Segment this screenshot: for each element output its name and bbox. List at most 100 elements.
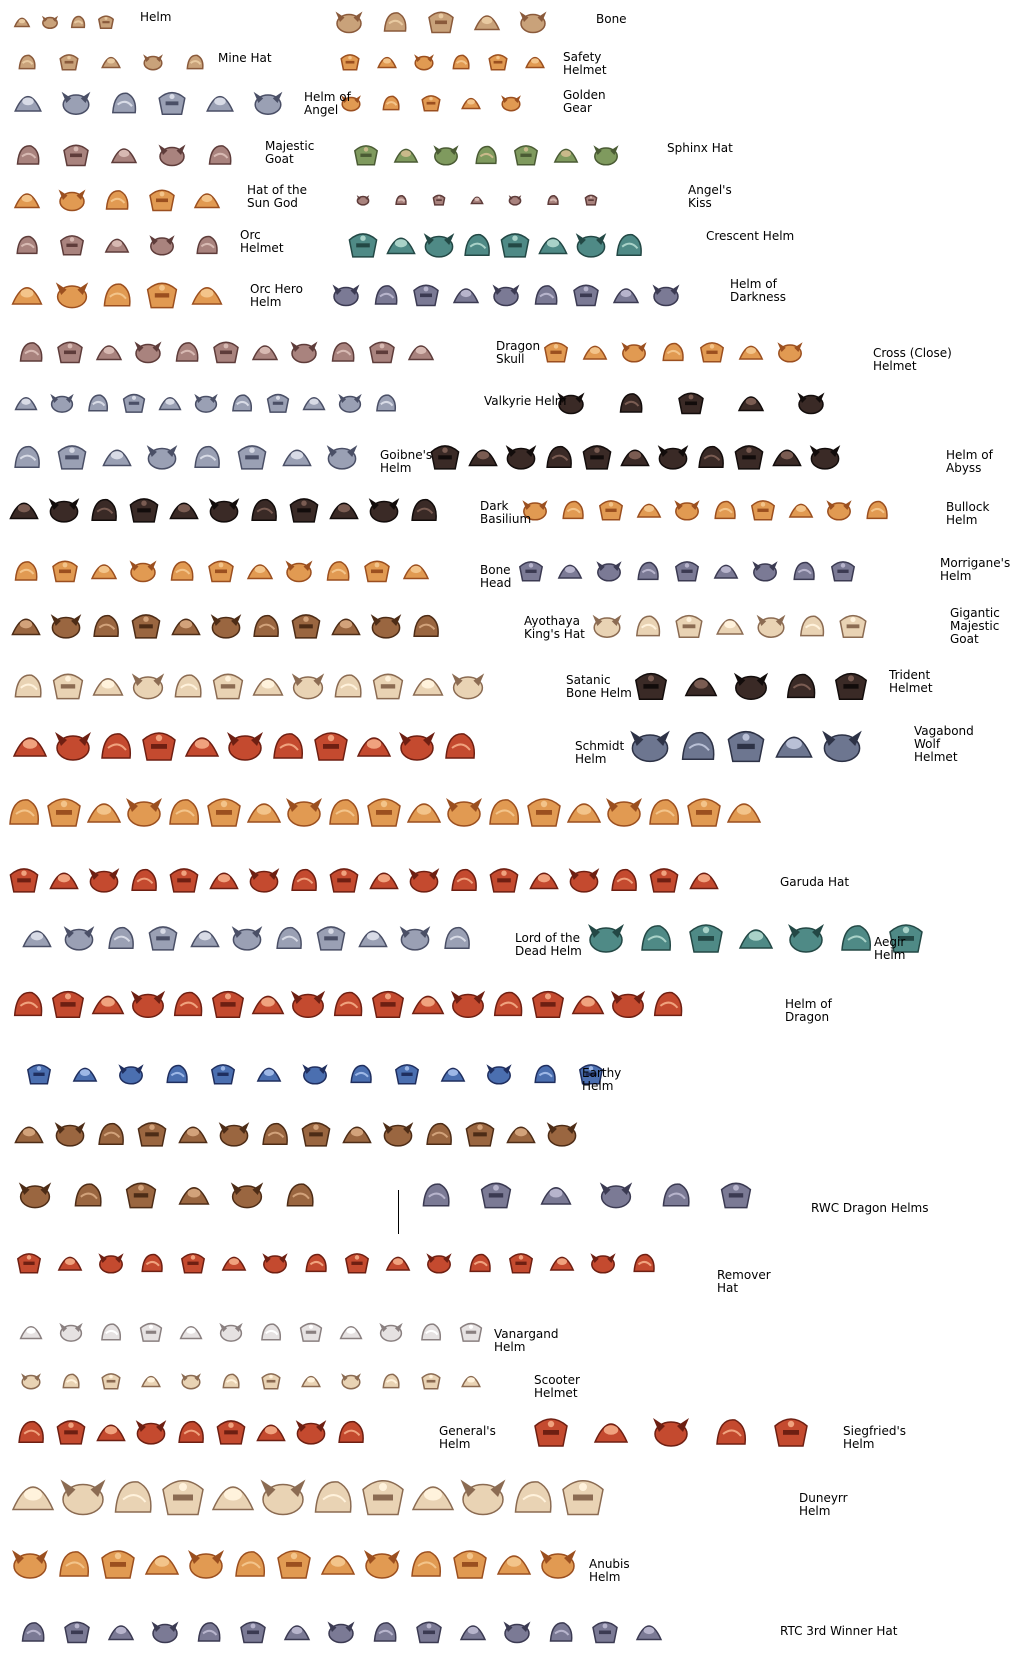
helm-sprite-icon (229, 1177, 265, 1218)
helm-sprite-icon (334, 1415, 368, 1454)
helm-sprite-icon (188, 921, 222, 960)
helm-sprite-icon (518, 7, 548, 42)
helm-sprite-icon (169, 609, 203, 648)
helm-sprite-icon (491, 280, 521, 315)
helm-sprite-icon (404, 792, 444, 837)
helm-sprite-icon (11, 556, 41, 591)
helm-sprite-icon (432, 193, 446, 212)
helm-sprite-icon (327, 493, 361, 532)
helm-sprite-icon (409, 985, 447, 1028)
helm-sprite-icon (447, 863, 481, 902)
helm-sprite-icon (673, 496, 701, 529)
helm-sprite-icon (340, 1117, 374, 1156)
helm-sprite-icon (49, 390, 75, 421)
helm-sprite-icon (108, 87, 140, 124)
helm-sprite-icon (682, 667, 720, 710)
helm-sprite-icon (651, 1412, 691, 1457)
helm-sprite-icon (628, 724, 672, 773)
helm-sprite-icon (13, 231, 41, 264)
helm-sprite-icon (364, 792, 404, 837)
helm-sprite-icon (334, 7, 364, 42)
helm-sprite-icon (47, 493, 81, 532)
helm-sprite-icon (736, 918, 776, 963)
helm-sprite-icon (209, 985, 247, 1028)
helm-sprite-icon (673, 610, 705, 647)
helm-sprite-icon (450, 1544, 490, 1589)
helm-sprite-icon (367, 863, 401, 902)
helm-sprite-icon (193, 231, 221, 264)
helm-sprite-icon (254, 1415, 288, 1454)
helm-sprite-icon (546, 1617, 576, 1652)
helm-sprite-icon (472, 7, 502, 42)
helm-sprite-icon (772, 724, 816, 773)
helm-sprite-icon (524, 792, 564, 837)
helm-sprite-icon (658, 1177, 694, 1218)
helm-sprite-icon (327, 863, 361, 902)
sprite-label: Orc Hero Helm (250, 282, 303, 309)
helm-sprite-icon (20, 1370, 42, 1397)
helm-sprite-icon (97, 1249, 125, 1282)
helm-sprite-icon (737, 338, 765, 371)
helm-sprite-icon (209, 609, 243, 648)
helm-sprite-icon (367, 493, 401, 532)
helm-sprite-icon (156, 87, 188, 124)
helm-sprite-icon (25, 1060, 53, 1093)
helm-sprite-icon (261, 1249, 289, 1282)
helm-sprite-icon (294, 1415, 328, 1454)
helm-sprite-icon (724, 792, 764, 837)
sprite-label: Sphinx Hat (667, 141, 733, 155)
helm-sprite-icon (300, 1370, 322, 1397)
sprite-label: Bullock Helm (946, 500, 990, 527)
helm-sprite-icon (53, 726, 93, 771)
helm-sprite-icon (472, 141, 500, 174)
sprite-label: Scooter Helmet (534, 1373, 580, 1400)
helm-sprite-icon (229, 390, 255, 421)
helm-sprite-icon (546, 193, 560, 212)
helm-sprite-icon (832, 667, 870, 710)
helm-sprite-icon (618, 440, 652, 479)
helm-sprite-icon (102, 185, 132, 220)
helm-sprite-icon (247, 863, 281, 902)
sprite-label: Goibne's Helm (380, 448, 433, 475)
helm-sprite-icon (138, 1249, 166, 1282)
helm-sprite-icon (432, 141, 460, 174)
helm-sprite-icon (450, 668, 486, 709)
sprite-label: Aegir Helm (874, 935, 906, 962)
helm-sprite-icon (207, 493, 241, 532)
helm-sprite-icon (87, 493, 121, 532)
helm-sprite-icon (209, 1060, 237, 1093)
helm-sprite-icon (49, 609, 83, 648)
helm-sprite-icon (182, 726, 222, 771)
helm-sprite-icon (676, 388, 706, 423)
helm-sprite-icon (284, 792, 324, 837)
helm-sprite-icon (9, 609, 43, 648)
helm-sprite-icon (484, 792, 524, 837)
helm-sprite-icon (121, 390, 147, 421)
helm-sprite-icon (380, 92, 402, 119)
helm-sprite-icon (325, 440, 359, 479)
sprite-label: Gigantic Majestic Goat (950, 606, 1000, 646)
helm-sprite-icon (328, 337, 358, 372)
helm-sprite-icon (326, 1617, 356, 1652)
helm-sprite-icon (398, 921, 432, 960)
helm-sprite-icon (50, 556, 80, 591)
helm-sprite-icon (17, 1177, 53, 1218)
helm-sprite-icon (362, 556, 392, 591)
helm-sprite-icon (567, 863, 601, 902)
helm-sprite-icon (150, 1617, 180, 1652)
helm-sprite-icon (574, 228, 608, 267)
helm-sprite-icon (376, 51, 398, 78)
helm-sprite-icon (15, 1249, 43, 1282)
helm-sprite-icon (13, 13, 31, 36)
helm-sprite-icon (311, 726, 351, 771)
helm-sprite-icon (724, 724, 768, 773)
helm-sprite-icon (258, 1117, 292, 1156)
sprite-label: Duneyrr Helm (799, 1491, 848, 1518)
helm-sprite-icon (167, 556, 197, 591)
helm-sprite-icon (411, 280, 441, 315)
helm-sprite-icon (634, 1617, 664, 1652)
helm-sprite-icon (686, 918, 726, 963)
helm-sprite-icon (218, 1319, 244, 1350)
helm-sprite-icon (634, 557, 662, 590)
helm-sprite-icon (485, 1060, 513, 1093)
